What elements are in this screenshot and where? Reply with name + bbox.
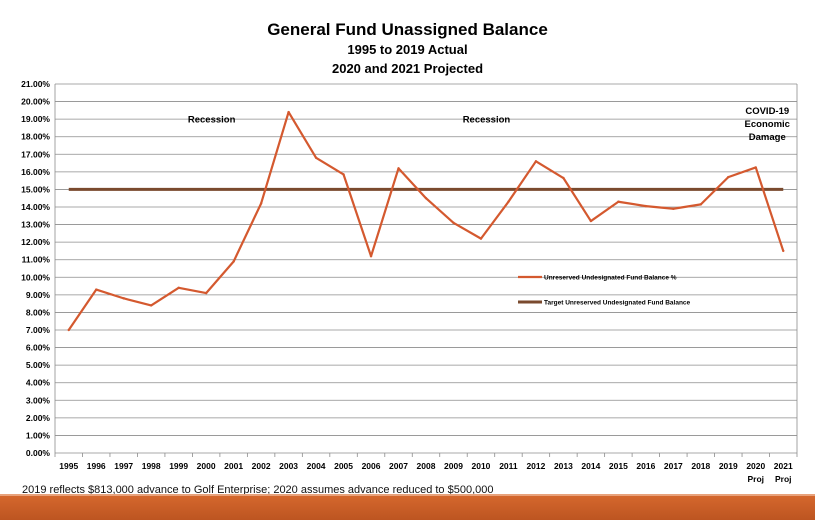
x-tick-label: 2003 [279, 461, 298, 471]
x-tick-label: 2020 [746, 461, 765, 471]
data-point-actual [122, 297, 125, 300]
data-point-actual [149, 304, 153, 307]
annotation-label: Recession [188, 115, 236, 126]
data-point-actual [507, 200, 510, 203]
x-tick-label: 1999 [169, 461, 188, 471]
chart-title: General Fund Unassigned Balance [267, 20, 548, 39]
x-tick-label: 1996 [87, 461, 106, 471]
x-tick-label: 2007 [389, 461, 408, 471]
data-point-actual [562, 176, 565, 180]
series-line-actual [67, 111, 785, 331]
y-tick-label: 4.00% [26, 378, 51, 388]
chart-subtitle-line-2: 2020 and 2021 Projected [331, 61, 484, 76]
annotation-label: COVID-19 [745, 106, 789, 117]
data-point-actual [369, 255, 373, 258]
y-tick-label: 7.00% [26, 325, 51, 335]
x-tick-label: 2013 [554, 461, 573, 471]
y-tick-label: 13.00% [21, 220, 50, 230]
x-tick-label: 2002 [252, 461, 271, 471]
y-tick-label: 3.00% [26, 395, 51, 405]
legend-label: Target Unreserved Undesignated Fund Bala… [544, 300, 691, 307]
x-tick-label: 2010 [472, 461, 491, 471]
x-tick-label: 2019 [719, 461, 738, 471]
data-point-actual [342, 173, 345, 176]
data-point-actual [589, 219, 593, 223]
footnote: 2019 reflects $813,000 advance to Golf E… [22, 484, 494, 496]
data-point-actual [534, 160, 538, 163]
y-tick-label: 16.00% [21, 167, 50, 177]
y-tick-label: 9.00% [26, 290, 51, 300]
x-tick-label: 1998 [142, 461, 161, 471]
data-point-actual [314, 156, 318, 159]
chart-title-block: General Fund Unassigned Balance 1995 to … [0, 20, 815, 78]
data-point-actual [67, 328, 70, 332]
data-point-actual [232, 260, 235, 263]
x-tick-label: 2018 [691, 461, 710, 471]
x-tick-label: 2001 [224, 461, 243, 471]
bottom-bar [0, 496, 815, 520]
data-point-actual [782, 249, 785, 253]
data-point-actual [452, 221, 455, 225]
bottom-bar-accent [0, 494, 815, 496]
annotation-label: Economic [745, 119, 790, 130]
data-point-actual [259, 202, 263, 205]
y-tick-label: 12.00% [21, 237, 50, 247]
y-tick-label: 19.00% [21, 114, 50, 124]
x-tick-label: 2016 [636, 461, 655, 471]
y-tick-label: 5.00% [26, 360, 51, 370]
annotation-label: Damage [749, 132, 786, 143]
x-tick-sublabel: Proj [775, 474, 792, 484]
y-tick-label: 1.00% [26, 430, 51, 440]
legend-label: Unreserved Undesignated Fund Balance % [544, 275, 677, 282]
y-tick-label: 17.00% [21, 149, 50, 159]
chart-subtitle-line-1: 1995 to 2019 Actual [347, 42, 468, 57]
y-tick-label: 21.00% [21, 79, 50, 89]
y-tick-label: 15.00% [21, 184, 50, 194]
data-point-actual [204, 291, 208, 295]
x-tick-label: 1995 [59, 461, 78, 471]
y-tick-label: 20.00% [21, 97, 50, 107]
y-tick-label: 10.00% [21, 272, 50, 282]
data-point-actual [287, 110, 290, 114]
x-tick-label: 2021 [774, 461, 793, 471]
x-tick-label: 2006 [362, 461, 381, 471]
data-point-actual [644, 204, 648, 208]
x-tick-label: 2011 [499, 461, 518, 471]
data-point-actual [617, 200, 620, 203]
y-tick-label: 8.00% [26, 307, 51, 317]
y-tick-label: 2.00% [26, 413, 51, 423]
x-tick-label: 2015 [609, 461, 628, 471]
data-point-actual [699, 203, 703, 206]
x-tick-label: 2012 [526, 461, 545, 471]
x-tick-sublabel: Proj [748, 474, 765, 484]
y-tick-label: 0.00% [26, 448, 51, 458]
y-tick-label: 11.00% [22, 255, 51, 265]
data-point-actual [672, 207, 675, 210]
data-point-actual [727, 175, 730, 179]
y-tick-label: 6.00% [26, 343, 51, 353]
x-tick-label: 2004 [307, 461, 326, 471]
data-point-actual [424, 197, 428, 200]
y-tick-label: 18.00% [21, 132, 50, 142]
x-tick-label: 2017 [664, 461, 683, 471]
x-tick-label: 2009 [444, 461, 463, 471]
x-tick-label: 2000 [197, 461, 216, 471]
y-tick-label: 14.00% [21, 202, 50, 212]
x-tick-label: 2005 [334, 461, 353, 471]
data-point-actual [397, 167, 400, 170]
x-tick-label: 2008 [417, 461, 436, 471]
data-point-actual [479, 237, 483, 240]
annotation-label: Recession [463, 115, 511, 126]
x-tick-label: 2014 [581, 461, 600, 471]
data-point-actual [95, 288, 98, 291]
x-tick-label: 1997 [114, 461, 133, 471]
data-point-actual [754, 166, 757, 169]
data-point-actual [177, 286, 180, 290]
